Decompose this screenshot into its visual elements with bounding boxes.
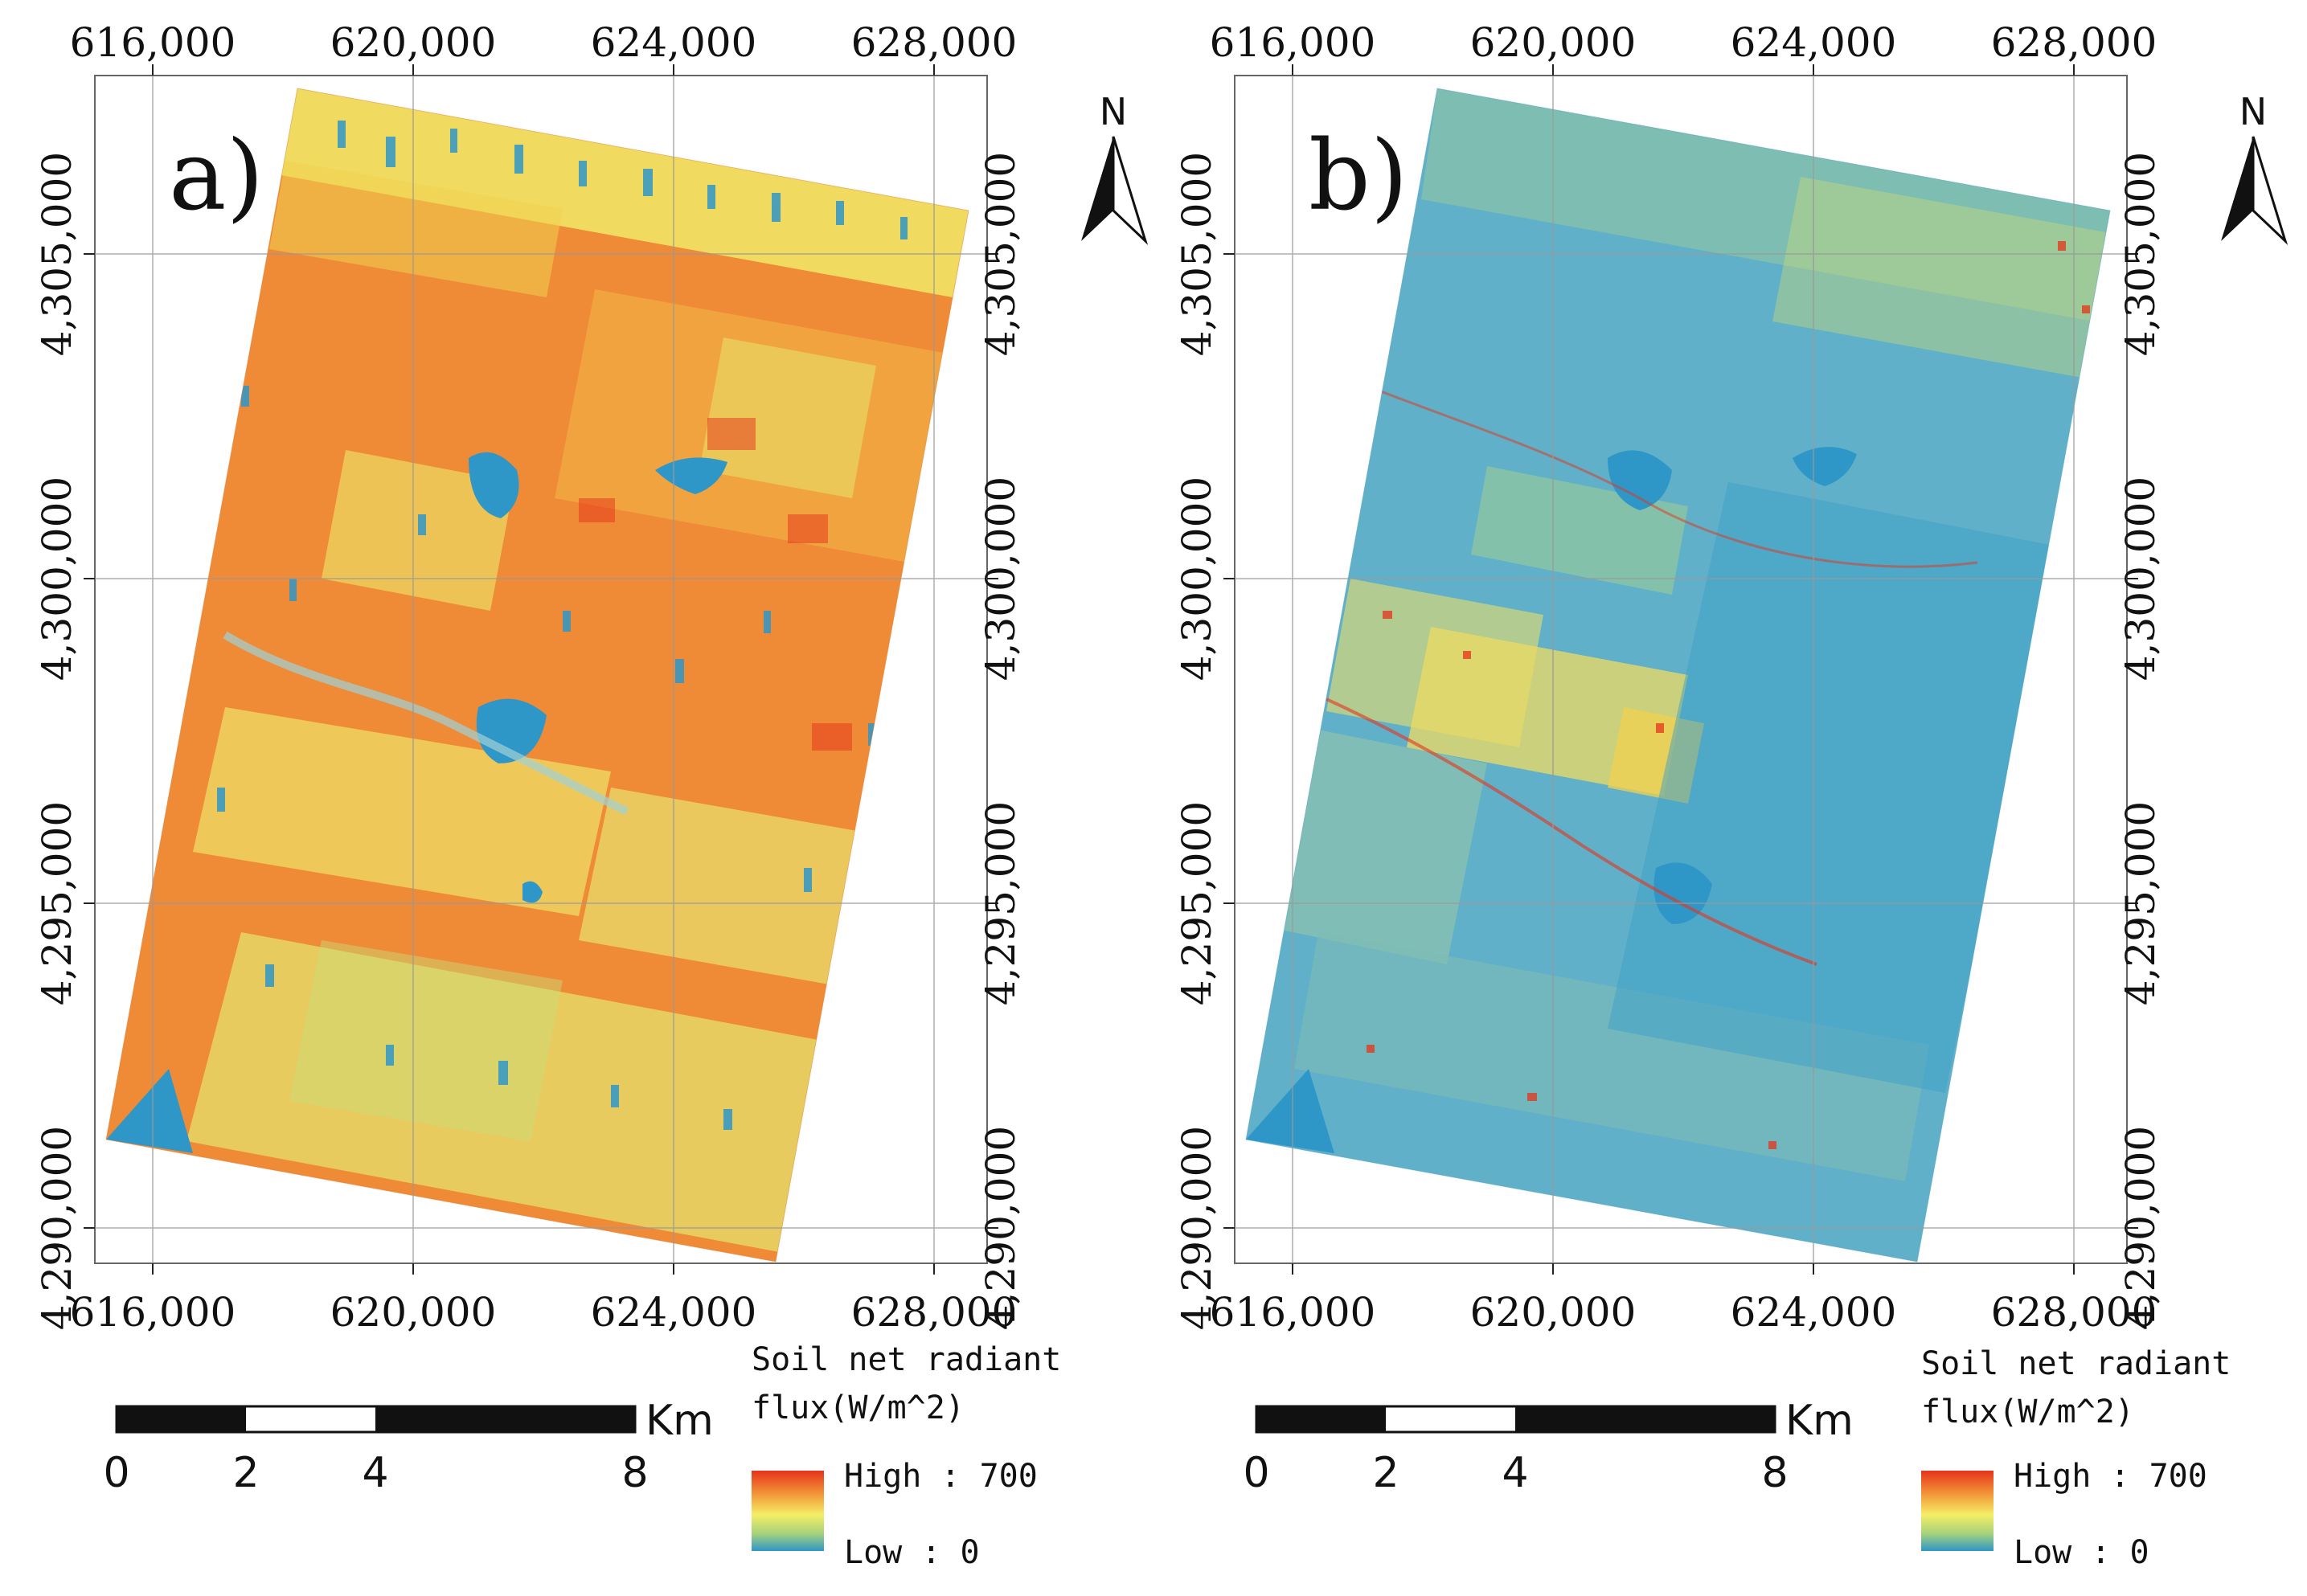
legend-title-a-1: Soil net radiant <box>752 1341 1061 1378</box>
x-tick-bottom-1: 616,000 <box>1210 1289 1376 1336</box>
y-tick-left-2: 4,300,000 <box>34 477 80 681</box>
y-tick-right-4: 4,290,000 <box>2117 1126 2164 1330</box>
legend-ramp-a <box>752 1471 824 1551</box>
legend-low-a: Low : 0 <box>844 1534 980 1571</box>
scale-unit-a: Km <box>645 1397 714 1445</box>
x-tick-top-2: 620,000 <box>1470 19 1637 66</box>
legend-high-a: High : 700 <box>844 1458 1038 1495</box>
north-arrow-icon-a: N <box>1081 90 1149 246</box>
north-label-a: N <box>1100 90 1127 133</box>
scale-label-a-0: 0 <box>103 1449 129 1497</box>
y-tick-left-4: 4,290,000 <box>1174 1126 1220 1330</box>
map-frame-a <box>94 75 988 1264</box>
raster-image-b <box>1246 88 2110 1262</box>
legend-title-b-1: Soil net radiant <box>1921 1345 2231 1382</box>
scale-label-a-2: 2 <box>232 1449 259 1497</box>
y-tick-right-2: 4,300,000 <box>977 477 1024 681</box>
legend-low-b: Low : 0 <box>2014 1534 2149 1571</box>
x-tick-top-4: 628,000 <box>851 19 1018 66</box>
panel-a: 616,000 620,000 624,000 628,000 616,000 … <box>34 19 1149 1571</box>
scale-label-a-8: 8 <box>621 1449 648 1497</box>
x-tick-top-2: 620,000 <box>330 19 497 66</box>
x-tick-top-4: 628,000 <box>1991 19 2157 66</box>
legend-title-a-2: flux(W/m^2) <box>752 1389 965 1426</box>
panel-label-b: b) <box>1309 121 1408 232</box>
map-frame-b <box>1234 75 2128 1264</box>
y-tick-left-3: 4,295,000 <box>34 801 80 1005</box>
x-tick-bottom-3: 624,000 <box>1731 1289 1897 1336</box>
y-tick-right-1: 4,305,000 <box>977 152 1024 356</box>
scale-label-b-2: 2 <box>1372 1449 1399 1497</box>
panel-b: 616,000 620,000 624,000 628,000 616,000 … <box>1174 19 2289 1571</box>
y-tick-right-3: 4,295,000 <box>2117 801 2164 1005</box>
legend-a: Soil net radiant flux(W/m^2) High : 700 … <box>752 1341 1061 1571</box>
y-tick-left-3: 4,295,000 <box>1174 801 1220 1005</box>
x-tick-top-3: 624,000 <box>591 19 757 66</box>
x-tick-bottom-2: 620,000 <box>1470 1289 1637 1336</box>
gridlines-b <box>1235 76 2127 1263</box>
y-tick-right-3: 4,295,000 <box>977 801 1024 1005</box>
scale-bar-b: Km 0 2 4 8 <box>1243 1397 1853 1497</box>
legend-b: Soil net radiant flux(W/m^2) High : 700 … <box>1921 1345 2231 1571</box>
y-tick-left-2: 4,300,000 <box>1174 477 1220 681</box>
scale-label-b-8: 8 <box>1761 1449 1788 1497</box>
scale-unit-b: Km <box>1785 1397 1854 1445</box>
x-tick-bottom-4: 628,000 <box>1991 1289 2157 1336</box>
scale-label-a-4: 4 <box>362 1449 388 1497</box>
legend-high-b: High : 700 <box>2014 1458 2207 1495</box>
x-tick-bottom-2: 620,000 <box>330 1289 497 1336</box>
y-tick-left-4: 4,290,000 <box>34 1126 80 1330</box>
north-label-b: N <box>2239 90 2267 133</box>
legend-ramp-b <box>1921 1471 1994 1551</box>
x-tick-bottom-1: 616,000 <box>70 1289 236 1336</box>
scale-label-b-0: 0 <box>1243 1449 1269 1497</box>
scale-bar-a: Km 0 2 4 8 <box>103 1397 713 1497</box>
x-tick-top-3: 624,000 <box>1731 19 1897 66</box>
y-tick-left-1: 4,305,000 <box>1174 152 1220 356</box>
north-arrow-icon-b: N <box>2221 90 2289 246</box>
x-tick-top-1: 616,000 <box>70 19 236 66</box>
y-tick-right-4: 4,290,000 <box>977 1126 1024 1330</box>
y-tick-right-1: 4,305,000 <box>2117 152 2164 356</box>
y-tick-left-1: 4,305,000 <box>34 152 80 356</box>
x-tick-bottom-3: 624,000 <box>591 1289 757 1336</box>
panel-label-a: a) <box>169 121 264 232</box>
scale-label-b-4: 4 <box>1502 1449 1528 1497</box>
raster-image-a <box>106 88 969 1262</box>
y-tick-right-2: 4,300,000 <box>2117 477 2164 681</box>
legend-title-b-2: flux(W/m^2) <box>1921 1393 2134 1430</box>
x-tick-top-1: 616,000 <box>1210 19 1376 66</box>
x-tick-bottom-4: 628,000 <box>851 1289 1018 1336</box>
gridlines-a <box>95 76 987 1263</box>
